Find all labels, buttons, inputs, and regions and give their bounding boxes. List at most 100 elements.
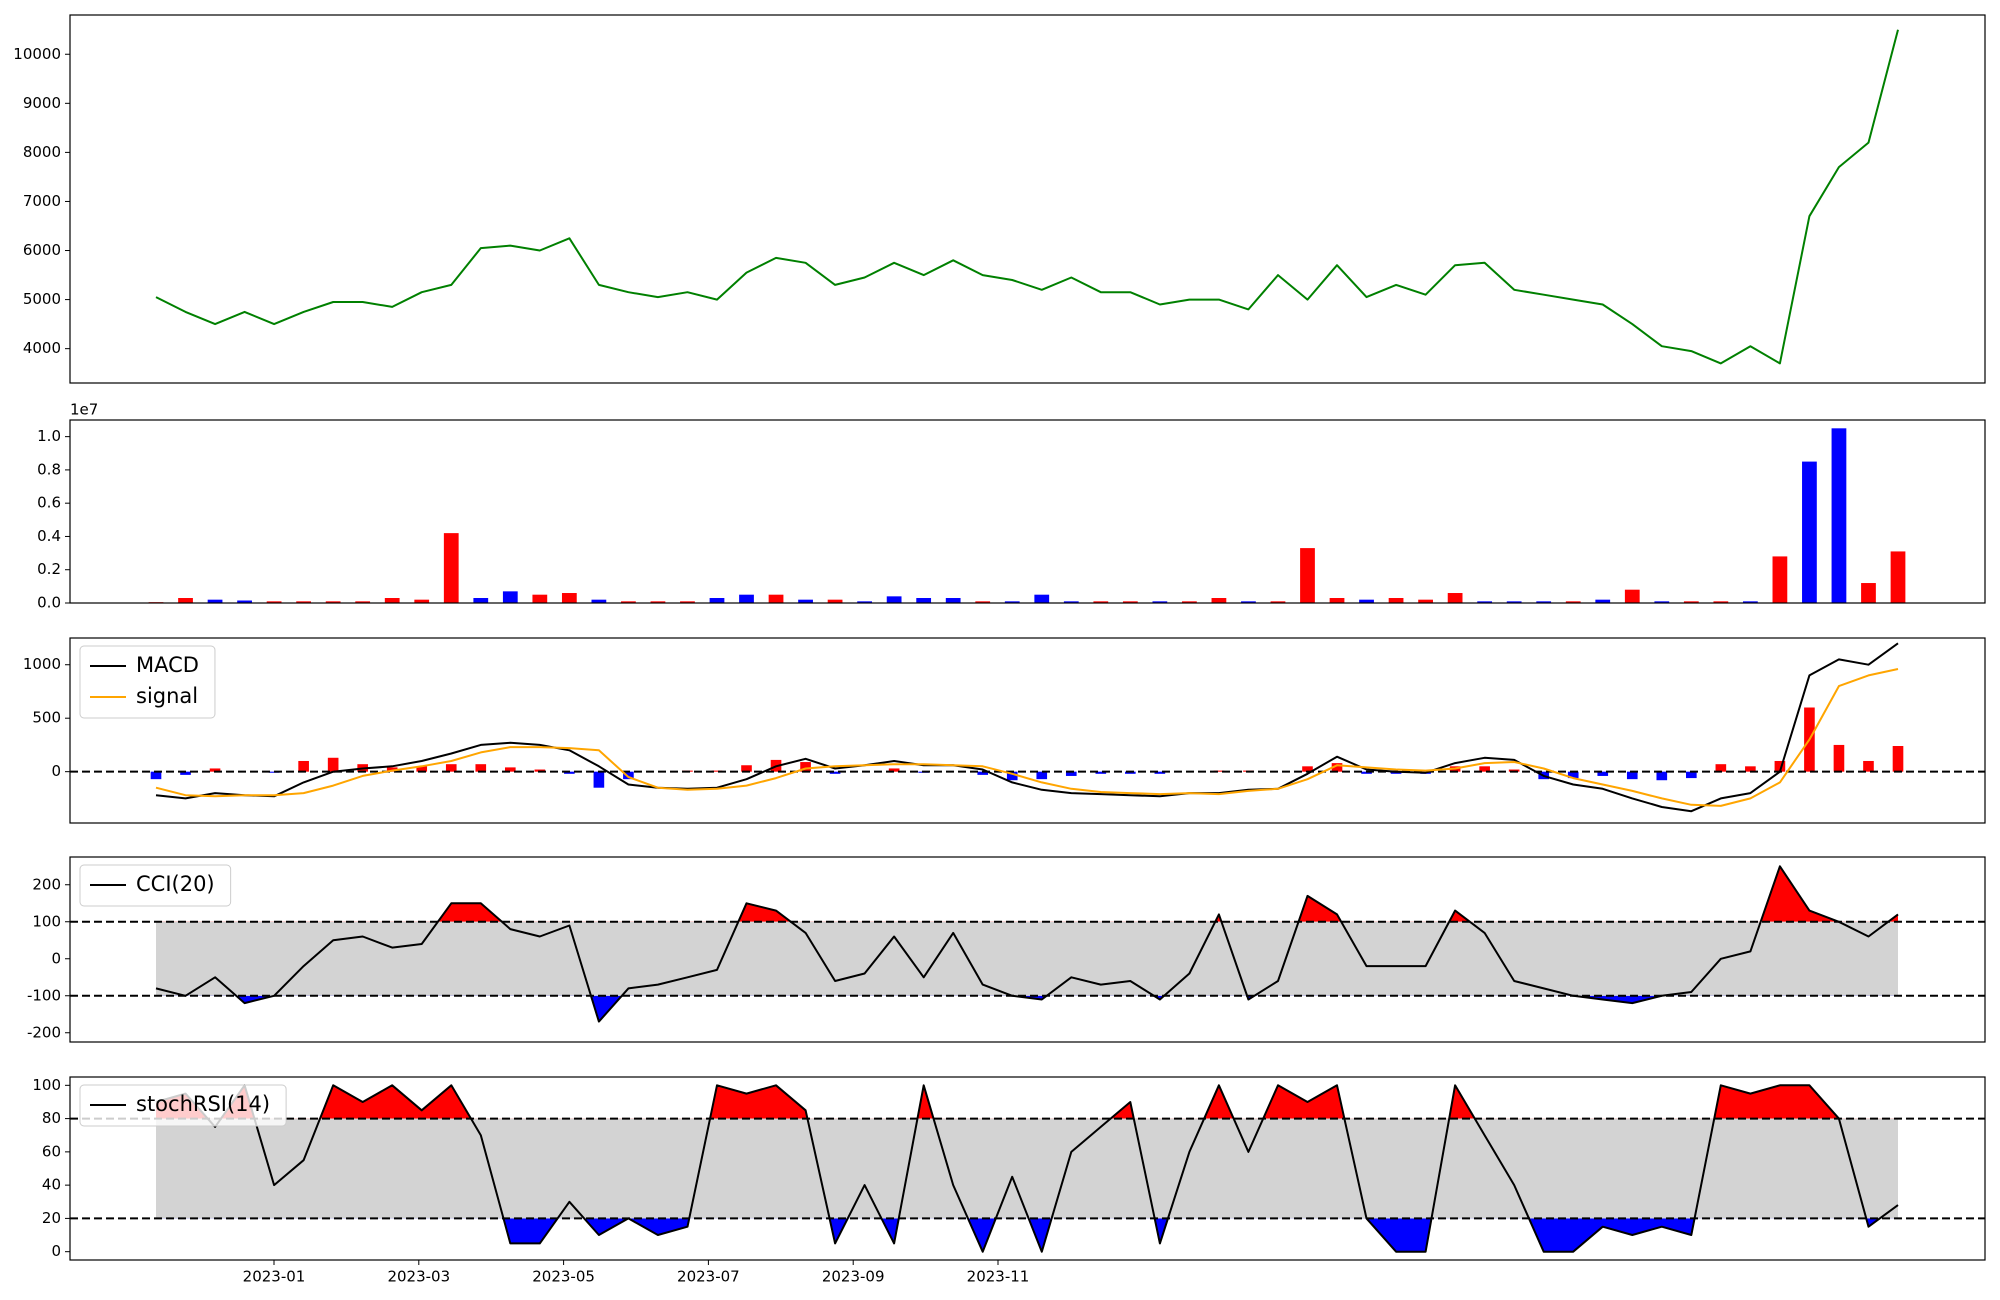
volume-bar bbox=[1861, 583, 1876, 603]
histogram-bar bbox=[711, 770, 723, 772]
histogram-bar bbox=[1154, 771, 1166, 774]
volume-bar bbox=[237, 600, 252, 603]
offset-label: 1e7 bbox=[70, 401, 98, 419]
histogram-bar bbox=[180, 771, 191, 775]
volume-bar bbox=[1182, 601, 1197, 603]
histogram-bar bbox=[475, 764, 487, 772]
y-tick-label: 5000 bbox=[23, 290, 61, 308]
volume-bar bbox=[1004, 601, 1020, 603]
histogram-bar bbox=[829, 771, 841, 774]
volume-bar bbox=[502, 591, 518, 603]
y-tick-label: 60 bbox=[42, 1142, 61, 1160]
x-tick-label: 2023-01 bbox=[243, 1268, 306, 1286]
price-line bbox=[155, 29, 1899, 365]
volume-bar bbox=[591, 599, 607, 603]
legend-box bbox=[79, 645, 216, 719]
histogram-bar bbox=[741, 765, 752, 772]
volume-bar bbox=[1359, 599, 1374, 603]
volume-bar bbox=[561, 593, 577, 603]
volume-bar bbox=[1654, 601, 1670, 603]
legend-box bbox=[79, 1084, 287, 1127]
legend: stochRSI(14) bbox=[79, 1084, 287, 1127]
y-tick-label: -100 bbox=[27, 986, 61, 1004]
histogram-bar bbox=[1006, 771, 1018, 781]
indicator-line bbox=[155, 668, 1899, 807]
legend-label: MACD bbox=[136, 653, 199, 677]
volume-bar bbox=[1890, 551, 1906, 603]
oversold-fill bbox=[156, 1218, 1898, 1252]
indicator-line bbox=[155, 865, 1899, 1023]
histogram-bar bbox=[1567, 771, 1579, 779]
histogram-bar bbox=[1361, 771, 1372, 774]
axes-frame bbox=[69, 1076, 1986, 1261]
volume-bar bbox=[414, 599, 430, 603]
volume-bar bbox=[945, 598, 961, 603]
legend: MACD signal bbox=[79, 645, 216, 719]
axes-frame bbox=[69, 856, 1986, 1043]
y-tick-label: 10000 bbox=[13, 45, 61, 63]
y-tick-label: 500 bbox=[32, 709, 61, 727]
histogram-bar bbox=[1892, 746, 1904, 772]
volume-bar bbox=[355, 601, 371, 603]
histogram-bar bbox=[209, 768, 221, 772]
volume-bar bbox=[384, 598, 400, 603]
histogram-bar bbox=[1656, 771, 1668, 781]
x-tick-label: 2023-05 bbox=[532, 1268, 595, 1286]
volume-bar bbox=[1418, 599, 1433, 603]
histogram-bar bbox=[1508, 769, 1520, 772]
histogram-bar bbox=[1833, 744, 1845, 772]
histogram-bar bbox=[1479, 766, 1490, 772]
volume-bar bbox=[1831, 428, 1847, 603]
volume-bar bbox=[473, 598, 489, 603]
legend-label: stochRSI(14) bbox=[136, 1092, 270, 1116]
y-tick-label: 1.0 bbox=[37, 427, 61, 445]
volume-bar bbox=[1802, 461, 1817, 603]
volume-bar bbox=[1211, 598, 1227, 603]
y-tick-label: 20 bbox=[42, 1209, 61, 1227]
indicator-line bbox=[155, 642, 1899, 813]
legend-label: signal bbox=[136, 684, 198, 708]
histogram-bar bbox=[564, 771, 575, 774]
y-tick-label: 80 bbox=[42, 1109, 61, 1127]
histogram-bar bbox=[1715, 764, 1727, 772]
volume-bar bbox=[916, 598, 932, 603]
histogram-bar bbox=[1095, 771, 1107, 774]
histogram-bar bbox=[416, 766, 428, 772]
histogram-bar bbox=[1597, 771, 1609, 776]
x-tick-label: 2023-07 bbox=[677, 1268, 740, 1286]
y-tick-label: 0.2 bbox=[37, 560, 61, 578]
y-tick-label: 0 bbox=[51, 1242, 61, 1260]
y-tick-label: 40 bbox=[42, 1176, 61, 1194]
volume-bar bbox=[1683, 601, 1699, 603]
histogram-bar bbox=[1863, 760, 1874, 772]
volume-bar bbox=[178, 598, 193, 603]
volume-bar bbox=[443, 533, 459, 603]
histogram-bar bbox=[593, 771, 605, 788]
volume-bar bbox=[886, 596, 902, 603]
volume-bar bbox=[1742, 601, 1758, 603]
neutral-band bbox=[156, 1118, 1898, 1219]
histogram-bar bbox=[1065, 771, 1077, 776]
neutral-band bbox=[156, 921, 1898, 996]
volume-bar bbox=[621, 601, 636, 603]
histogram-bar bbox=[327, 757, 339, 772]
volume-bar bbox=[739, 594, 754, 603]
x-tick-label: 2023-03 bbox=[387, 1268, 450, 1286]
volume-bar bbox=[1447, 593, 1463, 603]
axes-frame bbox=[69, 637, 1986, 824]
axes-frame bbox=[69, 419, 1986, 604]
y-tick-label: 8000 bbox=[23, 143, 61, 161]
y-tick-label: 0.8 bbox=[37, 460, 61, 478]
histogram-bar bbox=[1774, 760, 1786, 772]
volume-bar bbox=[1063, 601, 1079, 603]
y-tick-label: 9000 bbox=[23, 94, 61, 112]
histogram-bar bbox=[534, 769, 546, 772]
volume-bar bbox=[1536, 601, 1552, 603]
histogram-bar bbox=[1331, 763, 1343, 772]
volume-bar bbox=[325, 601, 341, 603]
volume-bar bbox=[1388, 598, 1404, 603]
volume-bar bbox=[1122, 601, 1138, 603]
volume-bar bbox=[1241, 601, 1256, 603]
